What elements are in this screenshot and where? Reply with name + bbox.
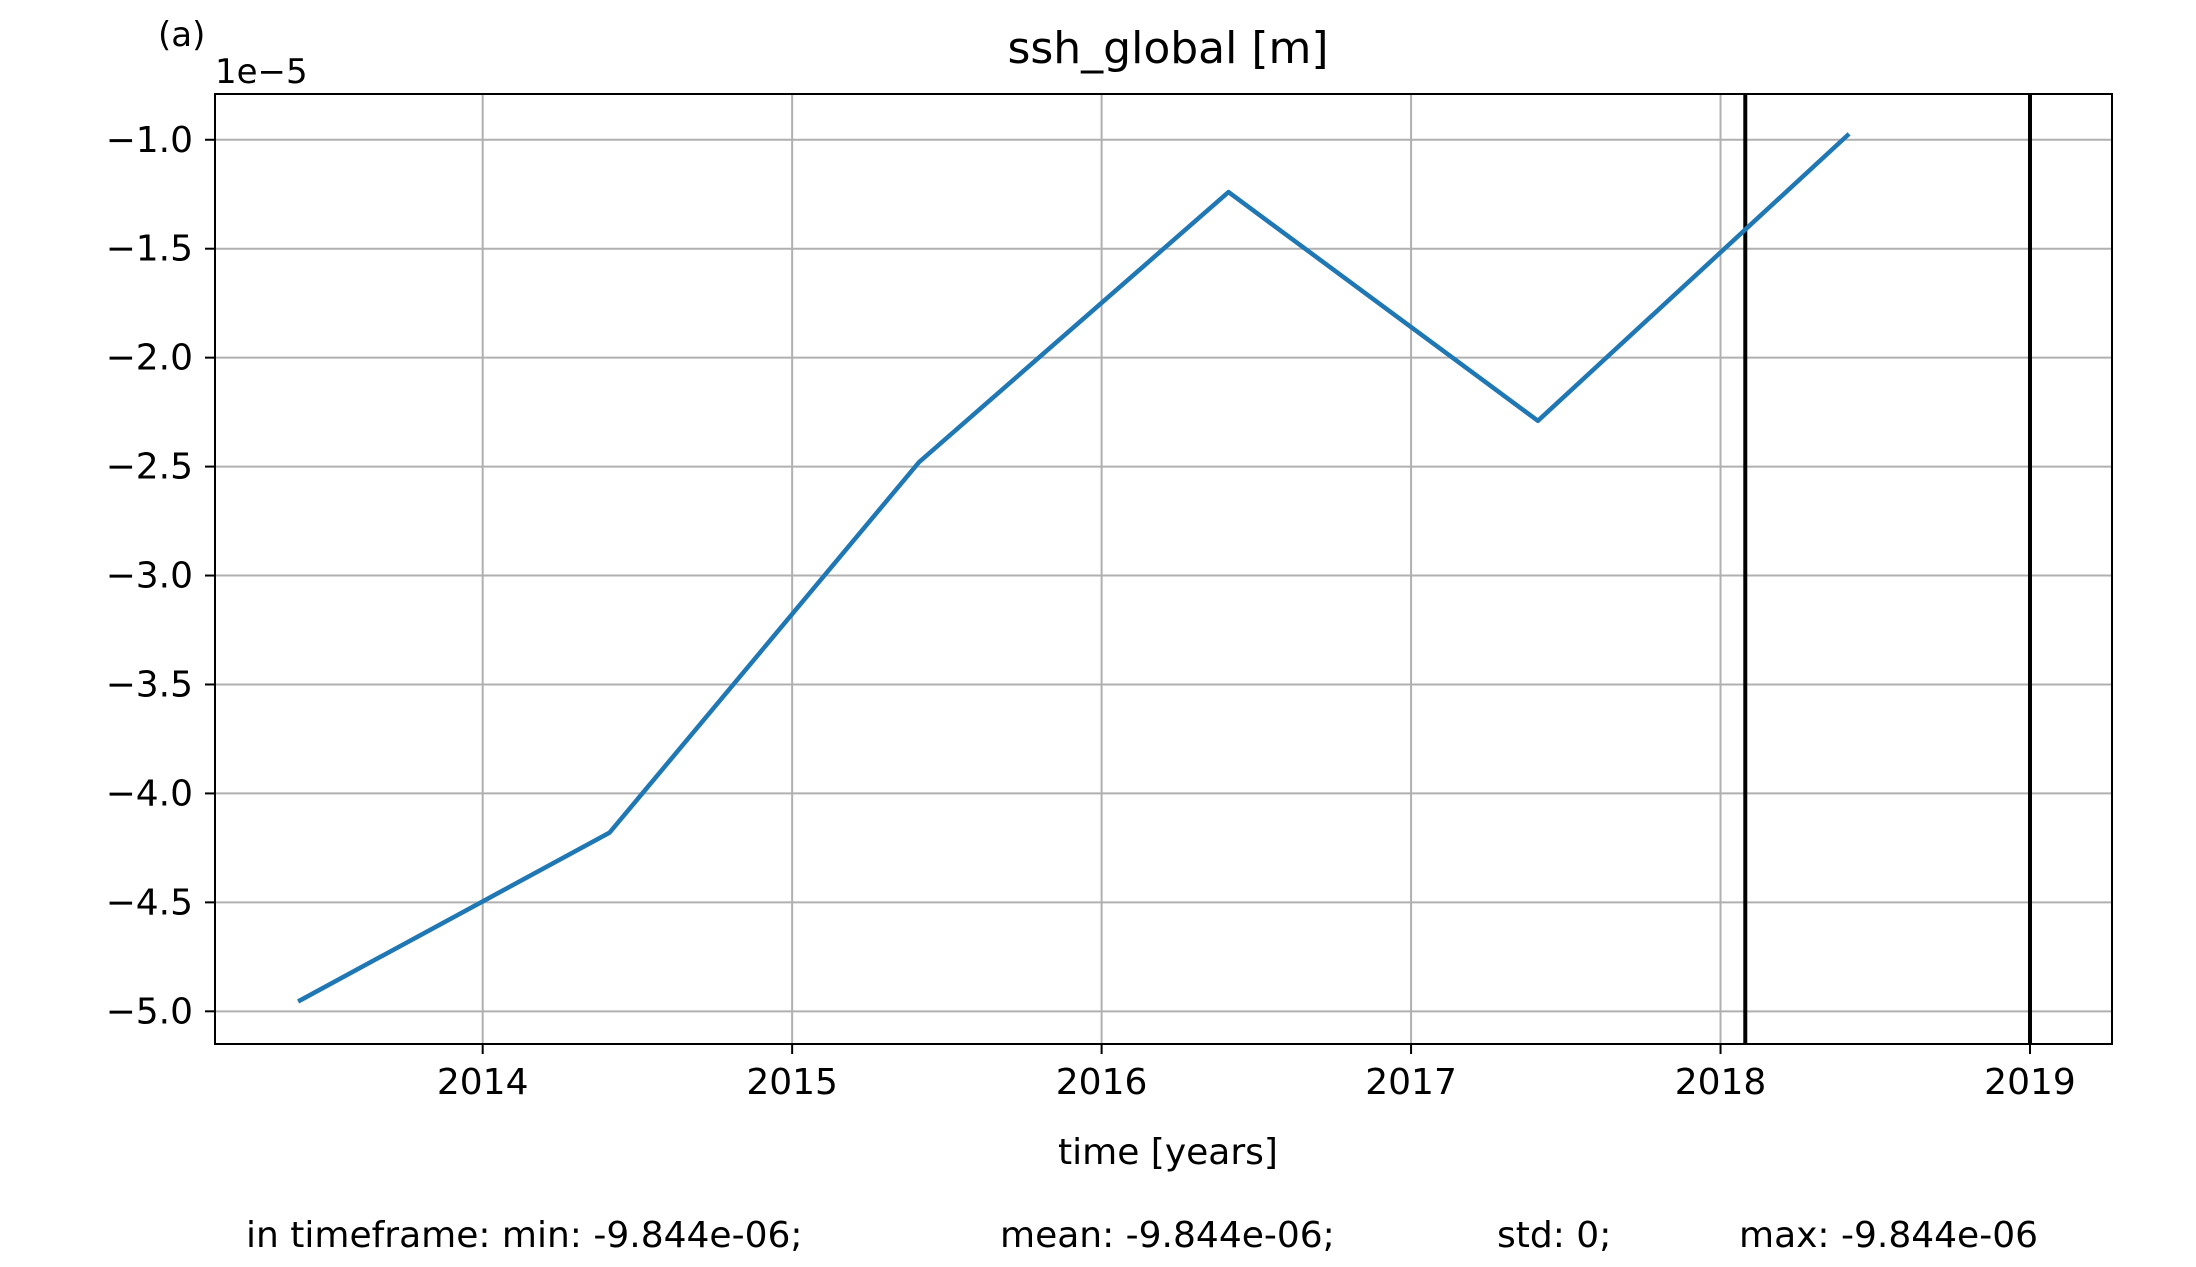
y-tick-label: −2.0: [106, 338, 193, 379]
stat-std: std: 0;: [1497, 1215, 1611, 1256]
stat-max: max: -9.844e-06: [1739, 1215, 2038, 1256]
stat-mean: mean: -9.844e-06;: [1000, 1215, 1335, 1256]
grid: [215, 94, 2112, 1044]
stat-min: in timeframe: min: -9.844e-06;: [246, 1215, 803, 1256]
y-tick-label: −4.0: [106, 773, 193, 814]
x-tick-label: 2018: [1675, 1062, 1767, 1103]
series-line: [297, 132, 1851, 1004]
series: [297, 132, 1851, 1004]
x-tick-label: 2014: [437, 1062, 529, 1103]
x-tick-label: 2017: [1365, 1062, 1457, 1103]
chart-title: ssh_global [m]: [1007, 23, 1328, 74]
x-tick-label: 2019: [1984, 1062, 2076, 1103]
x-tick-label: 2016: [1056, 1062, 1148, 1103]
x-axis: 2014 2015 2016 2017 2018 2019: [437, 1044, 2076, 1103]
y-tick-label: −5.0: [106, 991, 193, 1032]
y-tick-label: −1.0: [106, 120, 193, 161]
x-tick-label: 2015: [746, 1062, 838, 1103]
panel-label: (a): [158, 15, 205, 55]
y-tick-label: −2.5: [106, 447, 193, 488]
axes-frame: [214, 93, 2113, 1045]
y-tick-label: −3.0: [106, 556, 193, 597]
y-offset-text: 1e−5: [215, 52, 308, 92]
x-axis-label: time [years]: [1058, 1132, 1278, 1173]
y-tick-label: −4.5: [106, 882, 193, 923]
vertical-markers: [1743, 94, 2032, 1044]
y-axis: −5.0 −4.5 −4.0 −3.5 −3.0 −2.5 −2.0 −1.5 −1.0: [106, 120, 215, 1032]
y-tick-label: −3.5: [106, 664, 193, 705]
y-tick-label: −1.5: [106, 229, 193, 270]
